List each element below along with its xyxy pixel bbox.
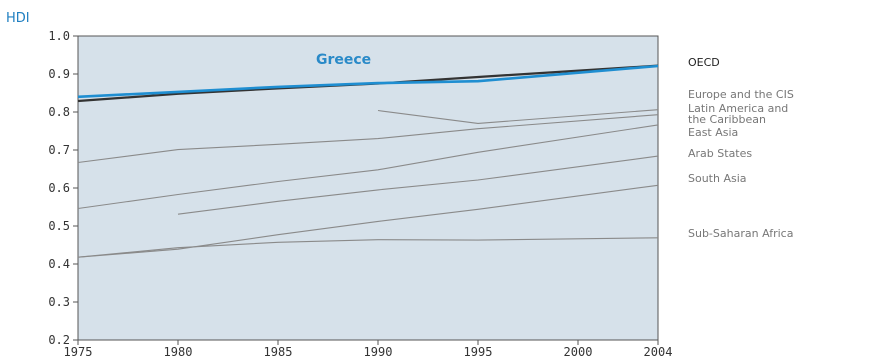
y-tick-label: 0.2 <box>48 333 70 347</box>
series-line-latin-america-and-the-caribbean <box>77 114 659 164</box>
plot-area <box>77 35 659 341</box>
legend-sub-saharan-africa: Sub-Saharan Africa <box>688 227 793 240</box>
y-tick-label: 0.4 <box>48 257 70 271</box>
legend-oecd: OECD <box>688 56 720 69</box>
series-line-arab-states <box>177 155 659 215</box>
series-line-greece <box>77 64 659 99</box>
x-tick-label: 1995 <box>464 345 493 356</box>
legend-south-asia: South Asia <box>688 172 747 185</box>
y-tick-label: 0.5 <box>48 219 70 233</box>
series-line-east-asia <box>77 124 659 210</box>
series-line-south-asia <box>77 184 659 258</box>
series-line-sub-saharan-africa <box>77 237 659 258</box>
x-tick-label: 1980 <box>164 345 193 356</box>
legend-latin-america-and-the-caribbean-line2: the Caribbean <box>688 113 766 126</box>
series-lines <box>77 64 659 258</box>
y-axis-ticks: 0.2 0.3 0.4 0.5 0.6 0.7 0.8 0.9 1.0 <box>48 29 78 347</box>
legend-latin-america-and-the-caribbean-line1: Latin America and <box>688 102 788 115</box>
y-axis-label: HDI <box>6 11 30 26</box>
y-tick-label: 0.7 <box>48 143 70 157</box>
x-axis-ticks: 1975 1980 1985 1990 1995 2000 2004 <box>64 340 673 356</box>
y-tick-label: 0.9 <box>48 67 70 81</box>
x-tick-label: 1985 <box>264 345 293 356</box>
y-tick-label: 1.0 <box>48 29 70 43</box>
y-tick-label: 0.6 <box>48 181 70 195</box>
x-tick-label: 1990 <box>364 345 393 356</box>
x-tick-label: 1975 <box>64 345 93 356</box>
x-tick-label: 2004 <box>644 345 673 356</box>
y-tick-label: 0.8 <box>48 105 70 119</box>
legend-arab-states: Arab States <box>688 147 752 160</box>
y-tick-label: 0.3 <box>48 295 70 309</box>
x-tick-label: 2000 <box>564 345 593 356</box>
series-line-europe-and-the-cis <box>377 109 659 124</box>
legend-east-asia: East Asia <box>688 126 738 139</box>
legend-europe-and-the-cis: Europe and the CIS <box>688 88 794 101</box>
greece-annotation: Greece <box>316 52 371 68</box>
